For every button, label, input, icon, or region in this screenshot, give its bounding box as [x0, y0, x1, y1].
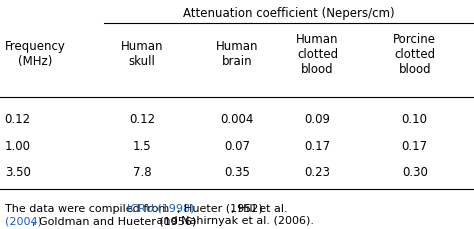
- Text: Attenuation coefficient (Nepers/cm): Attenuation coefficient (Nepers/cm): [183, 7, 395, 20]
- Text: 7.8: 7.8: [133, 165, 152, 178]
- Text: 0.09: 0.09: [305, 113, 330, 125]
- Text: Human
skull: Human skull: [121, 40, 164, 68]
- Text: ICRU (1998): ICRU (1998): [127, 203, 194, 213]
- Text: , Goldman and Hueter (1956): , Goldman and Hueter (1956): [32, 215, 197, 225]
- Text: 0.004: 0.004: [220, 113, 254, 125]
- Text: , Hueter (1952): , Hueter (1952): [177, 203, 263, 213]
- Text: 0.17: 0.17: [304, 139, 331, 152]
- Text: 0.17: 0.17: [401, 139, 428, 152]
- Text: 0.12: 0.12: [129, 113, 155, 125]
- Text: (2004): (2004): [5, 215, 42, 225]
- Text: 0.12: 0.12: [5, 113, 31, 125]
- Text: 1.00: 1.00: [5, 139, 31, 152]
- Text: Frequency
(MHz): Frequency (MHz): [5, 40, 65, 68]
- Text: 0.07: 0.07: [224, 139, 250, 152]
- Text: 0.23: 0.23: [305, 165, 330, 178]
- Text: , Hill et al.: , Hill et al.: [231, 203, 287, 213]
- Text: 0.10: 0.10: [402, 113, 428, 125]
- Text: 0.30: 0.30: [402, 165, 428, 178]
- Text: The data were compiled from: The data were compiled from: [5, 203, 173, 213]
- Text: Human
brain: Human brain: [216, 40, 258, 68]
- Text: and Nahirnyak et al. (2006).: and Nahirnyak et al. (2006).: [153, 215, 314, 225]
- Text: 0.35: 0.35: [224, 165, 250, 178]
- Text: Porcine
clotted
blood: Porcine clotted blood: [393, 33, 436, 75]
- Text: 1.5: 1.5: [133, 139, 152, 152]
- Text: 3.50: 3.50: [5, 165, 31, 178]
- Text: Human
clotted
blood: Human clotted blood: [296, 33, 339, 75]
